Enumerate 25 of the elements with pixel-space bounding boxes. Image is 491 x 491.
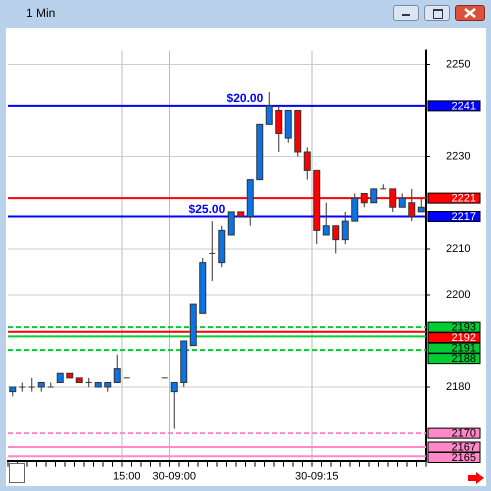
candlestick: [28, 377, 36, 392]
ref-line-label: 2188: [452, 353, 476, 366]
ref-line-label: 2241: [452, 100, 476, 112]
ref-line-label: 2170: [452, 428, 476, 440]
annotation: $25.00: [188, 202, 226, 216]
y-tick-label: 2250: [446, 58, 470, 70]
x-tick-label: 15:00: [112, 470, 141, 482]
ref-line-label: 2193: [452, 322, 476, 334]
ref-line-label: 2221: [452, 192, 476, 205]
y-tick-label: 2200: [446, 288, 470, 301]
ref-line-label: 2217: [452, 211, 476, 224]
y-tick-label: 2230: [446, 150, 470, 163]
annotation: $20.00: [226, 91, 264, 106]
candlestick: [85, 377, 92, 388]
ref-line-label: 2165: [452, 452, 476, 464]
ref-line-label: 2167: [452, 442, 476, 454]
candlestick: [208, 220, 216, 282]
candlestick: [18, 382, 26, 392]
y-tick-label: 2210: [446, 242, 470, 255]
chart-title: 1 Min: [26, 6, 56, 20]
x-tick-label: 30-09:00: [152, 470, 196, 482]
ref-line-label: 2192: [452, 332, 476, 344]
legend-label: 2191: [452, 342, 476, 355]
x-tick-label: 30-09:15: [295, 470, 338, 482]
y-tick-label: 2180: [446, 381, 470, 394]
